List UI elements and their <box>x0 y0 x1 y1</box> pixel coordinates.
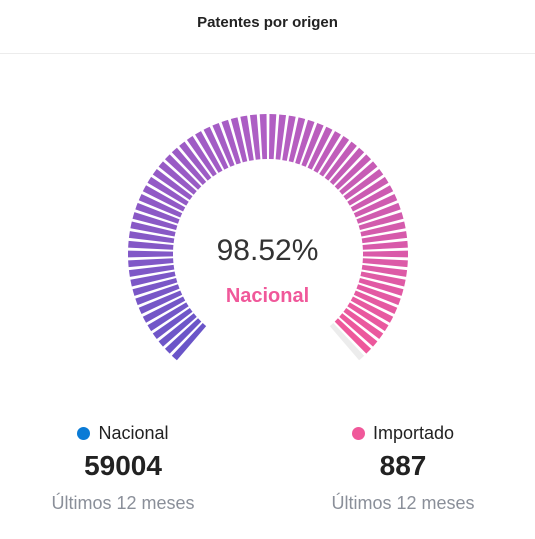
gauge-segment-filled <box>356 202 401 224</box>
gauge-segment-filled <box>319 136 350 177</box>
gauge-segment-filled <box>343 168 384 201</box>
gauge-segment-filled <box>358 277 404 296</box>
gauge-chart <box>0 54 535 414</box>
legend-dot-importado <box>351 426 365 440</box>
gauge-segment-filled <box>135 284 180 306</box>
chart-title: Patentes por origen <box>197 14 338 31</box>
gauge-segment-filled <box>324 141 357 181</box>
gauge-segment-filled <box>249 114 261 160</box>
gauge-segment-filled <box>339 313 378 347</box>
gauge-segment-filled <box>356 284 401 306</box>
gauge-segment-filled <box>268 114 277 160</box>
gauge-segment-filled <box>212 122 235 167</box>
gauge-segment-filled <box>329 147 365 185</box>
gauge-segment-filled <box>362 240 408 250</box>
gauge-segment-filled <box>142 296 186 323</box>
gauge-segment-filled <box>164 154 202 190</box>
stat-importado-value: 887 <box>379 450 427 481</box>
legend-dot-nacional <box>77 426 91 440</box>
stat-nacional-caption: Últimos 12 meses <box>51 493 195 513</box>
gauge-segment-filled <box>186 136 217 177</box>
gauge-segment-filled <box>275 114 287 160</box>
gauge-segment-track <box>329 323 365 361</box>
stat-importado-label: Importado <box>372 422 455 443</box>
gauge-segment-filled <box>171 323 207 361</box>
gauge-segment-filled <box>128 240 174 250</box>
gauge-center-label: Nacional <box>225 285 310 307</box>
gauge-segment-filled <box>221 119 241 165</box>
gauge-segment-filled <box>313 131 341 173</box>
gauge-segment-filled <box>138 290 183 315</box>
stat-nacional: Nacional 59004 Últimos 12 meses <box>0 421 253 514</box>
gauge-segment-filled <box>128 264 175 277</box>
gauge-segment-filled <box>350 185 394 212</box>
card-header: Patentes por origen <box>0 0 535 54</box>
gauge-segment-filled <box>288 117 306 163</box>
gauge-segment-filled <box>203 126 229 170</box>
gauge-segment-filled <box>158 313 197 347</box>
gauge-value: 98.52% <box>216 234 319 267</box>
gauge-segment-filled <box>362 250 409 258</box>
gauge-segment-filled <box>353 290 398 315</box>
gauge-segment-filled <box>147 176 189 206</box>
gauge-segment-filled <box>360 271 406 287</box>
gauge-segment-filled <box>171 147 207 185</box>
gauge-segment-filled <box>179 141 212 181</box>
gauge-segment-filled <box>334 154 372 190</box>
gauge-segment-filled <box>135 202 180 224</box>
gauge-segment-filled <box>347 176 389 206</box>
gauge-segment-filled <box>361 231 408 244</box>
gauge-segment-filled <box>362 258 408 268</box>
gauge-segment-filled <box>307 126 333 170</box>
gauge-svg <box>127 114 409 361</box>
gauge-segment-filled <box>152 307 193 340</box>
gauge-segment-filled <box>240 115 254 161</box>
stat-nacional-value: 59004 <box>84 450 162 481</box>
gauge-segment-filled <box>127 250 174 258</box>
gauge-segment-filled <box>347 302 389 332</box>
gauge-segment-filled <box>132 277 178 296</box>
gauge-segment-filled <box>339 161 378 195</box>
gauge-segment-filled <box>358 212 404 231</box>
gauge-segment-filled <box>164 318 202 354</box>
stat-importado: Importado 887 Últimos 12 meses <box>273 421 533 514</box>
gauge-segment-filled <box>343 307 384 340</box>
gauge-segment-filled <box>128 258 174 268</box>
gauge-segment-filled <box>350 296 394 323</box>
gauge-segment-filled <box>128 231 175 244</box>
gauge-segment-filled <box>195 131 223 173</box>
gauge-segment-filled <box>132 212 178 231</box>
gauge-segment-filled <box>158 161 197 195</box>
stat-nacional-label: Nacional <box>98 422 169 443</box>
gauge-segment-filled <box>259 114 268 160</box>
gauge-segment-filled <box>301 122 324 167</box>
gauge-segment-filled <box>152 168 193 201</box>
gauge-segment-filled <box>130 221 176 237</box>
gauge-segment-filled <box>230 117 248 163</box>
gauge-segment-filled <box>360 221 406 237</box>
gauge-segment-filled <box>353 193 398 218</box>
gauge-segment-filled <box>361 264 408 277</box>
gauge-segment-filled <box>130 271 176 287</box>
gauge-segment-filled <box>295 119 315 165</box>
gauge-segment-filled <box>334 318 372 354</box>
stat-importado-caption: Últimos 12 meses <box>331 493 475 513</box>
gauge-segment-filled <box>138 193 183 218</box>
gauge-segment-filled <box>282 115 296 161</box>
gauge-segment-filled <box>142 185 186 212</box>
gauge-segment-filled <box>147 302 189 332</box>
